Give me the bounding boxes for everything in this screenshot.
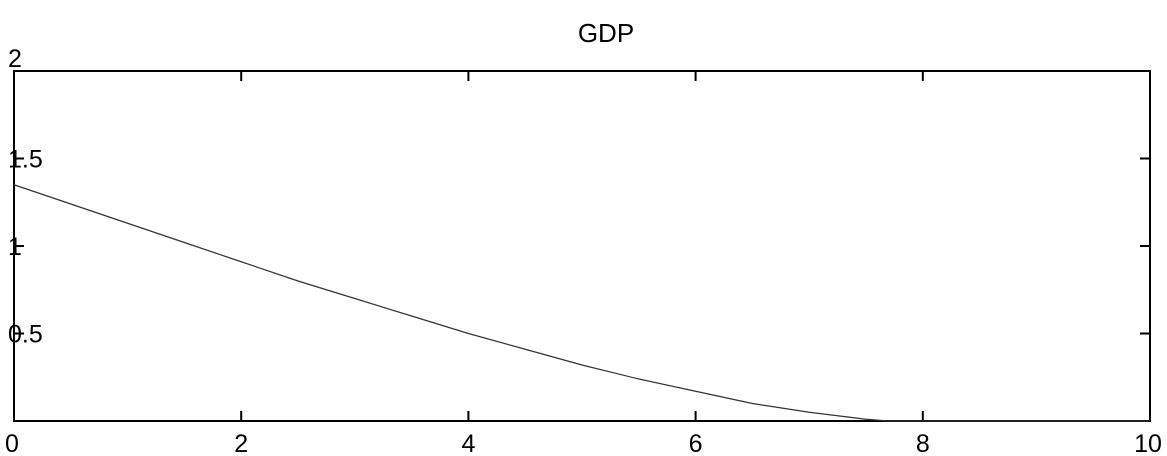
y-tick-label: 0.5 bbox=[8, 321, 43, 349]
series-line bbox=[13, 184, 1150, 422]
x-tick-label: 8 bbox=[916, 430, 930, 456]
y-axis: 0.5 1 1.5 2 bbox=[8, 45, 1150, 349]
x-tick-label: 6 bbox=[689, 430, 703, 456]
chart-title: GDP bbox=[578, 18, 634, 48]
x-tick-label: 4 bbox=[461, 430, 475, 456]
y-tick-label: 1.5 bbox=[8, 146, 43, 174]
plot-frame bbox=[13, 70, 1151, 422]
x-tick-label: 0 bbox=[5, 430, 19, 456]
x-tick-label: 2 bbox=[234, 430, 248, 456]
x-axis: 0 2 4 6 8 10 bbox=[5, 71, 1162, 456]
plot-area bbox=[13, 184, 1150, 422]
y-tick-label: 2 bbox=[8, 45, 22, 73]
x-tick-label: 10 bbox=[1134, 430, 1162, 456]
y-tick-label: 1 bbox=[8, 233, 22, 261]
